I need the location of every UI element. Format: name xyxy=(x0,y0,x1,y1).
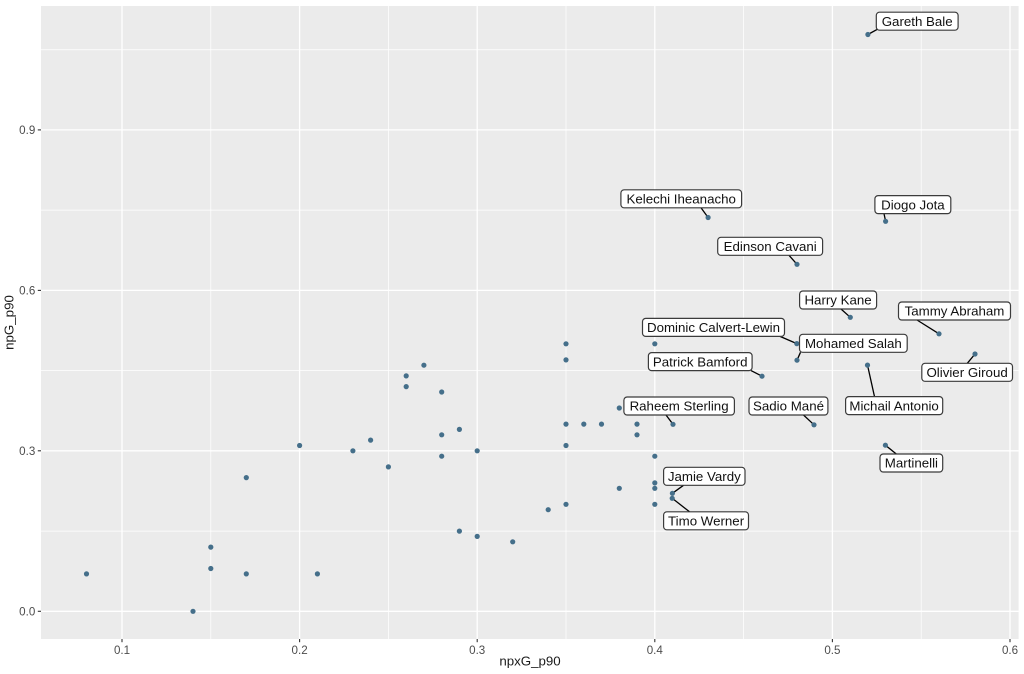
svg-text:Dominic Calvert-Lewin: Dominic Calvert-Lewin xyxy=(647,320,780,335)
svg-text:Diogo Jota: Diogo Jota xyxy=(881,197,945,212)
svg-text:Harry Kane: Harry Kane xyxy=(804,293,871,308)
svg-text:Michail Antonio: Michail Antonio xyxy=(849,398,938,413)
svg-text:0.5: 0.5 xyxy=(824,644,840,657)
svg-text:0.0: 0.0 xyxy=(19,606,35,619)
svg-text:0.6: 0.6 xyxy=(1002,644,1018,657)
svg-text:npG_p90: npG_p90 xyxy=(2,295,17,350)
svg-text:Sadio Mané: Sadio Mané xyxy=(753,399,824,414)
svg-text:Edinson Cavani: Edinson Cavani xyxy=(724,239,817,254)
svg-text:Mohamed Salah: Mohamed Salah xyxy=(805,336,902,351)
svg-text:Patrick Bamford: Patrick Bamford xyxy=(653,354,748,369)
svg-text:0.1: 0.1 xyxy=(114,644,130,657)
svg-text:Kelechi Iheanacho: Kelechi Iheanacho xyxy=(626,192,735,207)
svg-text:0.3: 0.3 xyxy=(19,445,35,458)
svg-text:0.9: 0.9 xyxy=(19,124,35,137)
svg-text:0.4: 0.4 xyxy=(647,644,664,657)
svg-text:npxG_p90: npxG_p90 xyxy=(499,653,560,668)
svg-text:0.3: 0.3 xyxy=(469,644,485,657)
svg-text:Olivier Giroud: Olivier Giroud xyxy=(926,365,1007,380)
svg-text:Gareth Bale: Gareth Bale xyxy=(882,14,953,29)
svg-text:Tammy Abraham: Tammy Abraham xyxy=(905,304,1005,319)
svg-text:Martinelli: Martinelli xyxy=(885,456,938,471)
svg-text:0.6: 0.6 xyxy=(19,285,35,298)
svg-text:Raheem Sterling: Raheem Sterling xyxy=(630,399,729,414)
svg-text:Timo Werner: Timo Werner xyxy=(668,514,745,529)
svg-text:Jamie Vardy: Jamie Vardy xyxy=(668,469,741,484)
svg-text:0.2: 0.2 xyxy=(292,644,308,657)
